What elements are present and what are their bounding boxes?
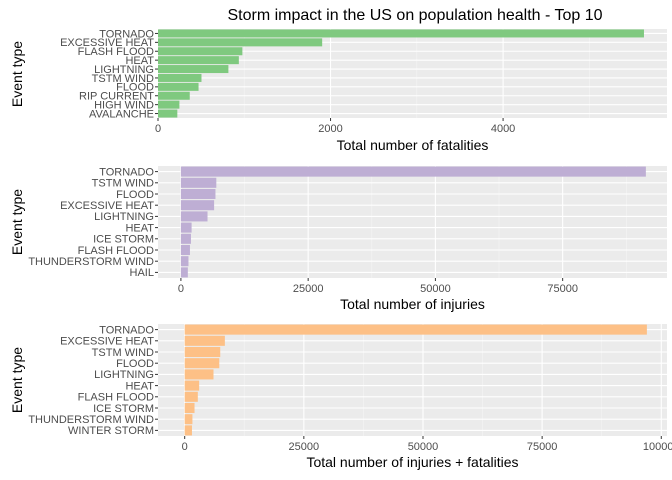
category-label: FLASH FLOOD <box>78 46 154 58</box>
bar <box>180 267 188 278</box>
x-tick-label: 0 <box>155 123 161 135</box>
category-label: ICE STORM <box>93 234 154 246</box>
bar <box>184 369 214 380</box>
y-axis-label: Event type <box>9 189 25 255</box>
y-axis-label: Event type <box>9 41 25 107</box>
category-label: TORNADO <box>99 324 154 336</box>
bar <box>180 211 208 222</box>
category-label: HIGH WIND <box>94 99 154 111</box>
x-axis-label: Total number of injuries + fatalities <box>306 454 518 470</box>
bar <box>158 109 178 118</box>
category-label: LIGHTNING <box>94 64 154 76</box>
category-label: EXCESSIVE HEAT <box>60 200 154 212</box>
figure-title: Storm impact in the US on population hea… <box>227 7 602 24</box>
category-label: TSTM WIND <box>92 73 154 85</box>
bar <box>184 402 195 414</box>
category-label: TORNADO <box>99 28 154 40</box>
category-label: FLASH FLOOD <box>78 245 154 257</box>
bar <box>158 73 202 82</box>
x-tick-label: 0 <box>178 283 184 295</box>
bar <box>180 244 190 256</box>
category-label: THUNDERSTORM WIND <box>28 256 154 268</box>
category-label: LIGHTNING <box>94 211 154 223</box>
category-label: HAIL <box>130 267 154 279</box>
category-label: FLOOD <box>116 82 154 94</box>
category-label: EXCESSIVE HEAT <box>60 37 154 49</box>
bar <box>158 82 199 91</box>
x-tick-label: 75000 <box>527 441 558 453</box>
y-axis-label: Event type <box>9 347 25 413</box>
category-label: TSTM WIND <box>92 347 154 359</box>
category-label: FLOOD <box>116 358 154 370</box>
x-tick-label: 100000 <box>643 441 672 453</box>
category-label: TORNADO <box>99 166 154 178</box>
bar <box>158 100 180 109</box>
category-label: AVALANCHE <box>89 108 154 120</box>
x-tick-label: 2000 <box>318 123 342 135</box>
bar <box>180 256 189 267</box>
x-tick-label: 50000 <box>420 283 451 295</box>
category-label: FLASH FLOOD <box>78 392 154 404</box>
category-label: LIGHTNING <box>94 369 154 381</box>
category-label: TSTM WIND <box>92 178 154 190</box>
bar <box>158 38 323 47</box>
plot-background <box>158 166 667 278</box>
bar <box>180 177 217 188</box>
category-label: THUNDERSTORM WIND <box>28 414 154 426</box>
bar <box>158 47 243 56</box>
x-tick-label: 50000 <box>408 441 439 453</box>
x-tick-label: 75000 <box>547 283 578 295</box>
category-label: HEAT <box>125 380 154 392</box>
x-tick-label: 25000 <box>289 441 320 453</box>
x-tick-label: 4000 <box>491 123 515 135</box>
bar <box>184 425 192 436</box>
bar <box>184 414 193 425</box>
bar <box>180 166 646 177</box>
bar <box>158 91 190 100</box>
bar <box>180 233 191 244</box>
bar <box>184 346 221 358</box>
category-label: FLOOD <box>116 189 154 201</box>
bar <box>184 380 200 391</box>
bar <box>184 335 225 346</box>
x-tick-label: 25000 <box>293 283 324 295</box>
x-tick-label: 0 <box>182 441 188 453</box>
bar <box>180 200 215 211</box>
bar <box>158 29 644 38</box>
x-axis-label: Total number of fatalities <box>337 137 489 153</box>
category-label: RIP CURRENT <box>79 91 154 103</box>
category-label: HEAT <box>125 222 154 234</box>
bar <box>180 222 192 233</box>
bar <box>180 188 216 200</box>
plot-background <box>158 324 667 436</box>
bar <box>184 358 220 369</box>
bar <box>184 324 647 335</box>
bar <box>184 391 198 402</box>
category-label: WINTER STORM <box>68 425 154 437</box>
category-label: ICE STORM <box>93 403 154 415</box>
category-label: HEAT <box>125 55 154 67</box>
bar <box>158 56 239 65</box>
category-label: EXCESSIVE HEAT <box>60 336 154 348</box>
bar <box>158 65 229 74</box>
x-axis-label: Total number of injuries <box>340 296 485 312</box>
